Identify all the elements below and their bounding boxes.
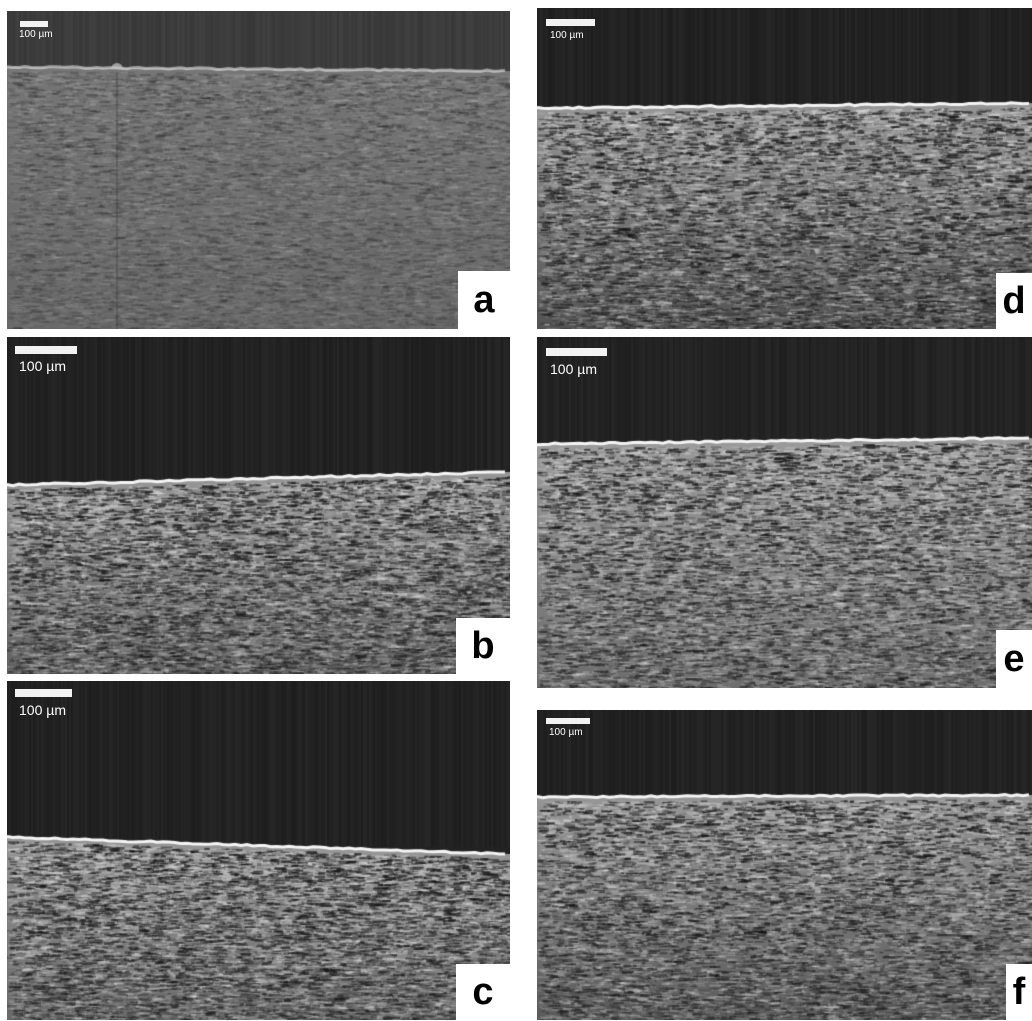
panel-letter-f: f bbox=[1006, 964, 1032, 1020]
scale-label-c: 100 µm bbox=[19, 702, 66, 718]
panel-f: 100 µm f bbox=[537, 710, 1032, 1020]
panel-letter-c: c bbox=[456, 964, 510, 1020]
panel-letter-a: a bbox=[458, 271, 510, 329]
oct-image-b bbox=[7, 337, 510, 674]
scale-bar-a bbox=[20, 21, 48, 27]
scale-label-f: 100 µm bbox=[549, 727, 583, 738]
scale-bar-c bbox=[15, 689, 72, 697]
panel-e: 100 µm e bbox=[537, 337, 1032, 688]
scale-bar-f bbox=[546, 718, 590, 724]
scale-label-b: 100 µm bbox=[19, 358, 66, 374]
scale-label-a: 100 µm bbox=[19, 29, 53, 40]
scale-bar-e bbox=[546, 348, 607, 356]
scale-bar-b bbox=[15, 346, 77, 354]
panel-b: 100 µm b bbox=[7, 337, 510, 674]
oct-image-a bbox=[7, 11, 510, 329]
scale-label-e: 100 µm bbox=[550, 361, 597, 377]
panel-d: 100 µm d bbox=[537, 8, 1032, 329]
scale-label-d: 100 µm bbox=[550, 30, 584, 41]
oct-image-c bbox=[7, 681, 510, 1020]
panel-c: 100 µm c bbox=[7, 681, 510, 1020]
panel-letter-e: e bbox=[996, 630, 1032, 688]
panel-a: 100 µm a bbox=[7, 11, 510, 329]
oct-image-d bbox=[537, 8, 1032, 329]
panel-letter-b: b bbox=[456, 618, 510, 674]
scale-bar-d bbox=[546, 19, 595, 26]
oct-image-e bbox=[537, 337, 1032, 688]
oct-image-f bbox=[537, 710, 1032, 1020]
panel-letter-d: d bbox=[996, 273, 1032, 329]
